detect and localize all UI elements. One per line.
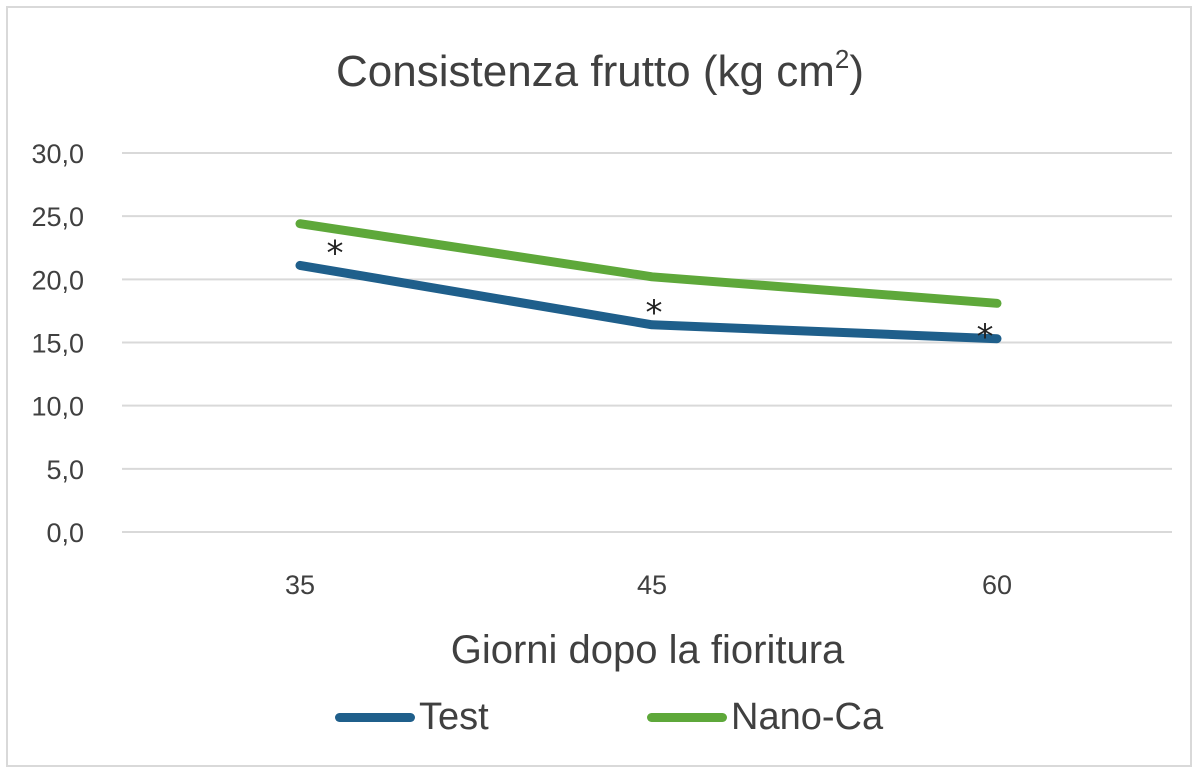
x-axis-label: Giorni dopo la fioritura <box>450 628 845 672</box>
y-tick-label: 0,0 <box>46 518 84 548</box>
asterisk-annotation: * <box>327 233 344 273</box>
x-axis-ticks: 35 45 60 <box>285 570 1012 600</box>
y-tick-label: 5,0 <box>46 455 84 485</box>
series-line-test <box>295 260 1002 344</box>
legend: Test Nano-Ca <box>0 696 1200 746</box>
x-tick-label: 45 <box>637 570 667 600</box>
y-tick-label: 25,0 <box>31 202 84 232</box>
y-tick-label: 10,0 <box>31 392 84 422</box>
y-tick-label: 30,0 <box>31 139 84 169</box>
legend-item-test: Test <box>335 696 489 739</box>
asterisk-annotation: * <box>646 293 663 333</box>
chart-title: Consistenza frutto (kg cm2) <box>336 44 864 96</box>
series-line-nano-ca <box>295 219 1002 308</box>
y-tick-label: 20,0 <box>31 265 84 295</box>
gridlines <box>122 152 1172 533</box>
x-tick-label: 60 <box>982 570 1012 600</box>
legend-line-nano-ca-icon <box>647 713 727 722</box>
asterisk-annotation: * <box>977 317 994 357</box>
chart-frame <box>6 6 1192 767</box>
x-tick-label: 35 <box>285 570 315 600</box>
y-tick-label: 15,0 <box>31 329 84 359</box>
y-axis-ticks: 30,0 25,0 20,0 15,0 10,0 5,0 0,0 <box>31 139 84 548</box>
significance-annotations: * * * <box>327 233 994 356</box>
legend-item-nano-ca: Nano-Ca <box>647 696 883 739</box>
series-lines <box>295 219 1002 344</box>
legend-line-test-icon <box>335 713 415 722</box>
legend-label-nano-ca: Nano-Ca <box>731 696 884 738</box>
legend-label-test: Test <box>419 696 489 738</box>
